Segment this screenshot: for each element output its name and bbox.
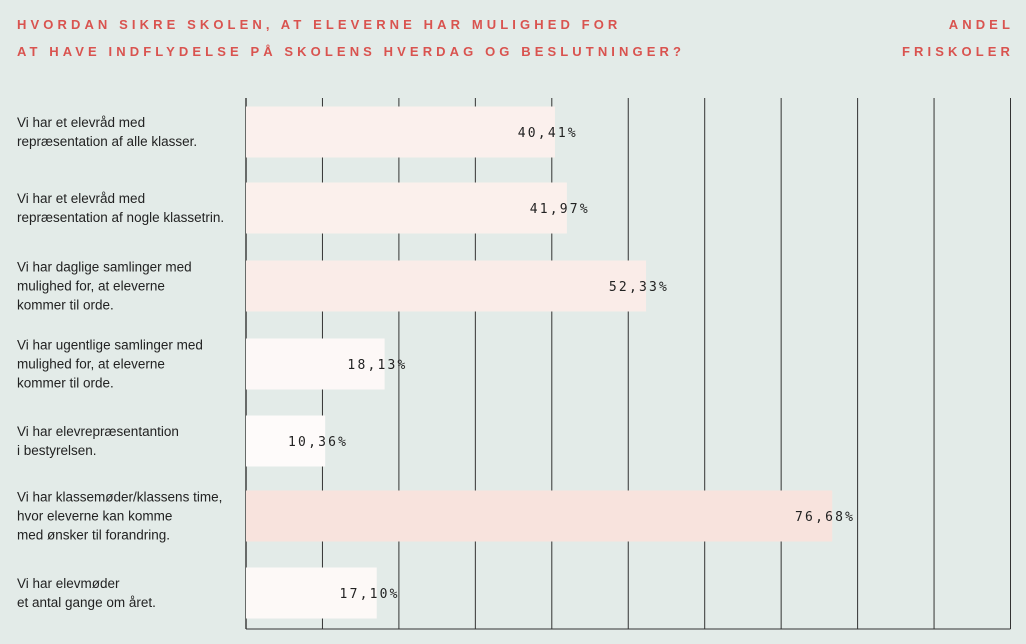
bar xyxy=(246,106,555,158)
value-label: 17,10% xyxy=(340,587,400,602)
bar xyxy=(246,182,567,234)
category-label: Vi har et elevråd med repræsentation af … xyxy=(17,115,198,149)
column-header-line-1: ANDEL xyxy=(948,17,1014,32)
value-label: 76,68% xyxy=(795,510,855,525)
chart-title: HVORDAN SIKRE SKOLEN, AT ELEVERNE HAR MU… xyxy=(17,11,685,65)
bar xyxy=(246,338,385,390)
category-label: Vi har et elevråd med repræsentation af … xyxy=(17,191,225,225)
category-label: Vi har elevrepræsentantion i bestyrelsen… xyxy=(17,424,179,458)
value-label: 41,97% xyxy=(530,202,590,217)
category-label: Vi har ugentlige samlinger med mulighed … xyxy=(17,337,203,391)
value-label: 10,36% xyxy=(288,435,348,450)
value-labels: 40,41% 41,97% 52,33% 18,13% 10,36% 76,68% 17,1… xyxy=(288,126,855,602)
value-label: 40,41% xyxy=(518,126,578,141)
bar xyxy=(246,415,326,467)
chart-title-line-1: HVORDAN SIKRE SKOLEN, AT ELEVERNE HAR MU… xyxy=(17,17,622,32)
category-label: Vi har elevmøder et antal gange om året. xyxy=(17,576,156,610)
column-header-line-2: FRISKOLER xyxy=(901,44,1014,59)
category-label: Vi har klassemøder/klassens time, hvor e… xyxy=(17,489,223,543)
value-label: 52,33% xyxy=(609,280,669,295)
value-label: 18,13% xyxy=(347,358,407,373)
bar xyxy=(246,490,833,542)
category-label: Vi har daglige samlinger med mulighed fo… xyxy=(17,259,192,313)
chart-title-line-2: AT HAVE INDFLYDELSE PÅ SKOLENS HVERDAG O… xyxy=(17,44,686,59)
bar xyxy=(246,260,647,312)
bars xyxy=(246,106,833,619)
column-header: ANDEL FRISKOLER xyxy=(902,11,1014,65)
bar xyxy=(246,567,377,619)
